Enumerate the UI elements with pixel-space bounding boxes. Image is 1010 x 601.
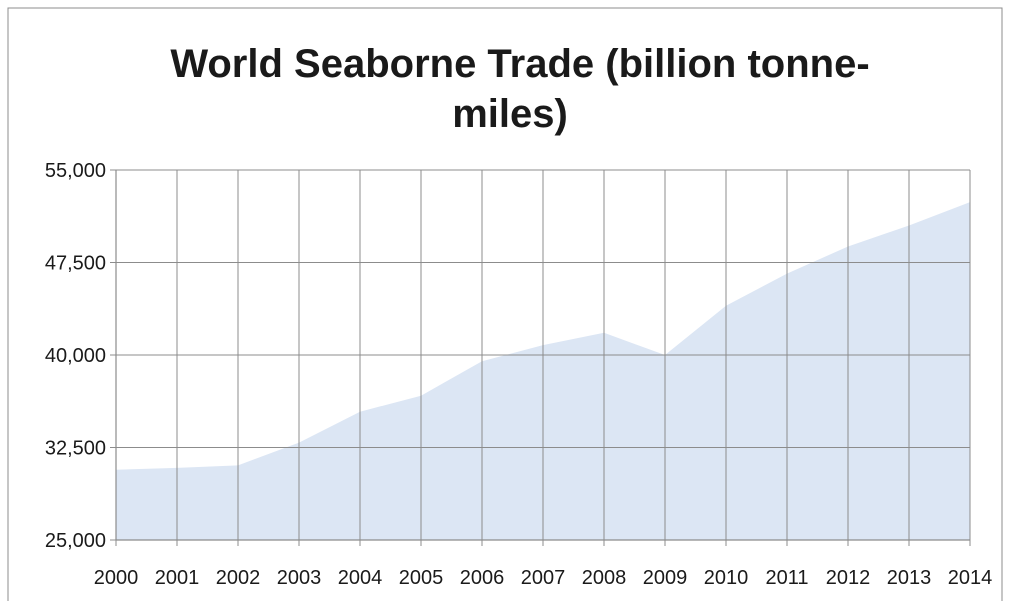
x-tick-label: 2008 <box>582 567 627 589</box>
y-tick-label: 47,500 <box>45 253 106 275</box>
x-tick-label: 2001 <box>155 567 200 589</box>
x-tick-label: 2012 <box>826 567 871 589</box>
x-tick-label: 2010 <box>704 567 749 589</box>
x-tick-label: 2007 <box>521 567 566 589</box>
y-tick-label: 25,000 <box>45 530 106 552</box>
x-tick-label: 2011 <box>765 567 808 589</box>
x-tick-label: 2014 <box>948 567 993 589</box>
x-tick-label: 2005 <box>399 567 444 589</box>
x-tick-label: 2009 <box>643 567 688 589</box>
chart-title-line-1: World Seaborne Trade (billion tonne- <box>170 42 869 86</box>
x-tick-label: 2000 <box>94 567 139 589</box>
x-tick-label: 2006 <box>460 567 505 589</box>
x-tick-label: 2013 <box>887 567 932 589</box>
y-tick-label: 40,000 <box>45 345 106 367</box>
chart-title-line-2: miles) <box>452 92 568 136</box>
x-tick-label: 2003 <box>277 567 322 589</box>
y-tick-label: 55,000 <box>45 160 106 182</box>
plot-area: 25,000 32,500 40,000 47,500 55,000 2000 2001 20… <box>45 160 992 589</box>
x-tick-label: 2002 <box>216 567 261 589</box>
x-tick-label: 2004 <box>338 567 383 589</box>
y-tick-label: 32,500 <box>45 438 106 460</box>
